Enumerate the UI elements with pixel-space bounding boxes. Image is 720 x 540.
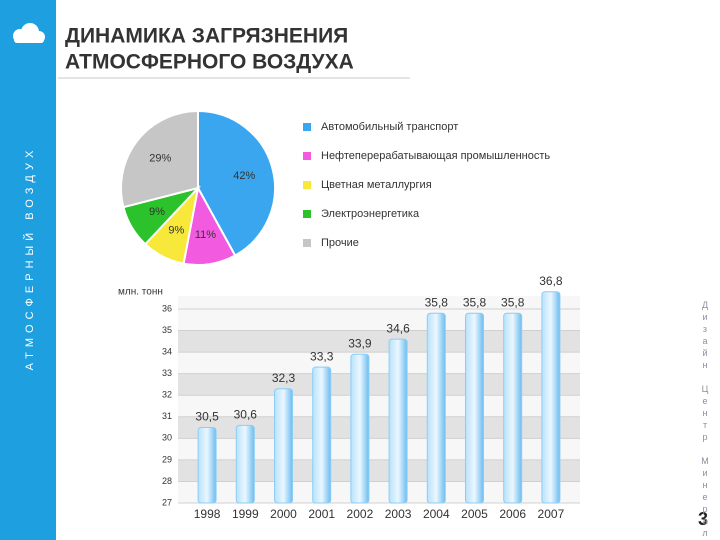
x-tick-label: 2002 — [347, 507, 374, 521]
value-label: 32,3 — [272, 371, 296, 385]
slice-label: 9% — [168, 224, 184, 236]
bar — [426, 312, 446, 504]
value-label: 33,3 — [310, 349, 334, 363]
y-tick-label: 35 — [162, 325, 172, 335]
bar — [541, 291, 561, 504]
y-tick-label: 31 — [162, 411, 172, 421]
legend-swatch — [303, 123, 311, 131]
legend-label: Цветная металлургия — [321, 179, 432, 191]
legend-label: Электроэнергетика — [321, 208, 420, 220]
legend-swatch — [303, 181, 311, 189]
x-tick-label: 2004 — [423, 507, 450, 521]
x-tick-label: 1998 — [194, 507, 221, 521]
x-tick-label: 2007 — [538, 507, 565, 521]
slice-label: 42% — [233, 170, 255, 182]
y-tick-label: 30 — [162, 433, 172, 443]
x-tick-label: 2005 — [461, 507, 488, 521]
bar — [388, 338, 408, 504]
page-number: 3 — [698, 509, 708, 529]
legend-swatch — [303, 152, 311, 160]
y-tick-label: 28 — [162, 476, 172, 486]
y-tick-label: 34 — [162, 346, 172, 356]
pie-slice — [197, 109, 276, 257]
y-tick-label: 29 — [162, 454, 172, 464]
slice-label: 9% — [149, 206, 165, 218]
side-strip — [0, 0, 56, 540]
legend-swatch — [303, 210, 311, 218]
y-axis-label: млн. тонн — [118, 287, 163, 298]
cloud-icon — [13, 23, 45, 43]
bar — [350, 353, 370, 504]
title-line: ДИНАМИКА ЗАГРЯЗНЕНИЯ — [65, 25, 348, 48]
bar — [503, 312, 523, 504]
slice-label: 11% — [195, 229, 216, 241]
value-label: 30,6 — [234, 408, 258, 422]
value-label: 30,5 — [195, 410, 219, 424]
x-tick-label: 2003 — [385, 507, 412, 521]
value-label: 33,9 — [348, 336, 372, 350]
bar — [312, 366, 332, 504]
legend-label: Нефтеперерабатывающая промышленность — [321, 150, 550, 162]
y-tick-label: 33 — [162, 368, 172, 378]
slice-label: 29% — [149, 153, 171, 165]
legend-swatch — [303, 239, 311, 247]
legend-label: Прочие — [321, 237, 359, 249]
title-line: АТМОСФЕРНОГО ВОЗДУХА — [65, 51, 354, 74]
bar — [465, 312, 484, 504]
y-tick-label: 27 — [162, 497, 172, 507]
value-label: 35,8 — [463, 295, 487, 309]
x-tick-label: 1999 — [232, 507, 259, 521]
value-label: 34,6 — [386, 321, 410, 335]
right-label: Дизайн Центр Минерал — [700, 300, 710, 540]
y-tick-label: 36 — [162, 303, 172, 313]
bar — [235, 424, 255, 504]
value-label: 35,8 — [501, 295, 525, 309]
y-tick-label: 32 — [162, 390, 172, 400]
bar — [197, 427, 217, 504]
x-tick-label: 2006 — [499, 507, 526, 521]
x-tick-label: 2000 — [270, 507, 297, 521]
bar — [274, 388, 293, 504]
pie-slice — [120, 109, 199, 209]
value-label: 36,8 — [539, 274, 563, 288]
side-label: АТМОСФЕРНЫЙ ВОЗДУХ — [23, 146, 36, 371]
value-label: 35,8 — [425, 295, 449, 309]
x-tick-label: 2001 — [308, 507, 335, 521]
legend-label: Автомобильный транспорт — [321, 121, 458, 133]
